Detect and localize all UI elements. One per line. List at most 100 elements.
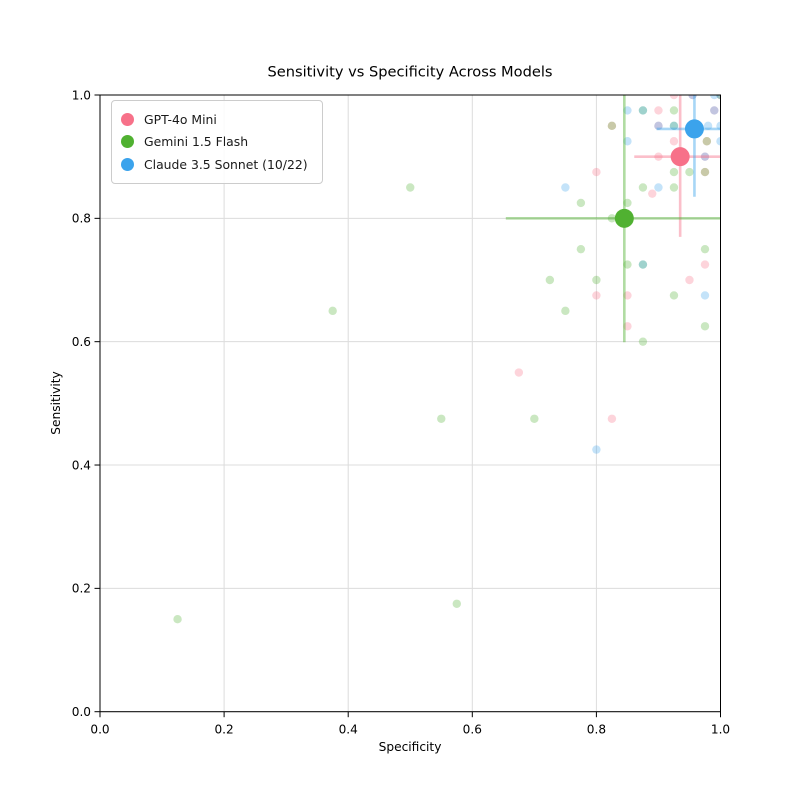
scatter-point [607,121,617,131]
legend-marker-icon [121,157,134,171]
scatter-point [638,183,648,192]
legend-label: GPT-4o Mini [144,111,217,127]
scatter-point [669,95,679,100]
scatter-point [702,137,712,146]
scatter-point [700,152,710,161]
scatter-point [607,214,617,223]
scatter-point [716,95,721,100]
scatter-point [638,260,648,269]
scatter-point [700,167,710,177]
scatter-point [654,183,663,192]
scatter-point [654,106,663,115]
scatter-point [545,275,555,285]
legend-marker-icon [121,135,134,149]
x-tick-label: 0.8 [587,723,606,737]
scatter-point [561,183,570,192]
scatter-point [669,137,679,146]
scatter-point [592,291,601,300]
scatter-point [623,106,632,115]
scatter-point [710,106,719,115]
scatter-point [700,322,710,331]
scatter-point [700,260,710,269]
scatter-point [700,167,710,177]
scatter-point [592,167,601,177]
scatter-point [638,260,648,269]
x-tick-label: 0.2 [214,723,233,737]
x-tick-label: 0.4 [339,723,359,737]
scatter-point [716,95,721,100]
scatter-point [669,106,679,115]
chart-title: Sensitivity vs Specificity Across Models [267,63,553,81]
legend-item-gpt4o-mini: GPT-4o Mini [121,108,308,131]
scatter-point [638,106,648,115]
scatter-point [654,152,663,161]
scatter-point [607,121,617,131]
scatter-point [592,275,601,285]
scatter-point [576,244,586,254]
legend-item-claude-sonnet: Claude 3.5 Sonnet (10/22) [121,153,308,176]
scatter-point [173,614,182,624]
axis-ticks: 0.0 0.2 0.4 0.6 0.8 1.0 0.0 0.2 0.4 0.6 0.8 1.0 [72,88,730,736]
scatter-point [561,306,570,316]
y-tick-label: 0.4 [72,458,92,472]
scatter-point [716,121,721,131]
mean-point [670,147,690,167]
scatter-point [685,167,694,177]
scatter-point [437,414,446,423]
x-tick-label: 0.6 [463,723,482,737]
x-tick-label: 0.0 [90,723,109,737]
legend-item-gemini-flash: Gemini 1.5 Flash [121,131,308,154]
legend-label: Claude 3.5 Sonnet (10/22) [144,156,308,172]
scatter-point [716,95,721,100]
scatter-point [654,121,663,131]
scatter-point [700,152,710,161]
scatter-point [669,167,679,177]
y-tick-label: 0.0 [72,705,91,719]
y-tick-label: 0.6 [72,335,91,349]
scatter-point [592,445,601,454]
scatter-point [685,275,694,285]
scatter-point [688,95,697,100]
scatter-point [406,183,415,192]
scatter-point [623,198,632,208]
scatter-point [654,121,663,131]
scatter-point [702,137,712,146]
scatter-point [710,106,719,115]
mean-point [684,119,704,139]
scatter-point [669,183,679,192]
x-axis-label: Specificity [378,740,442,754]
scatter-point [638,337,648,346]
scatter-point [648,189,657,198]
y-tick-label: 1.0 [72,88,91,102]
plot-border [99,94,721,713]
scatter-point [700,244,710,254]
scatter-point [688,95,697,100]
legend-marker-icon [121,112,134,126]
scatter-point [638,106,648,115]
scatter-point [623,260,632,269]
scatter-point [623,291,632,300]
data-points [173,95,721,624]
legend-label: Gemini 1.5 Flash [144,134,249,150]
scatter-point [530,414,539,423]
scatter-point [703,121,713,131]
y-tick-label: 0.8 [72,212,91,226]
mean-point [614,208,634,228]
legend: GPT-4o Mini Gemini 1.5 Flash Claude 3.5 … [111,100,323,184]
x-tick-label: 1.0 [711,723,730,737]
scatter-point [514,368,524,377]
scatter-point [607,414,617,423]
scatter-point [669,121,679,131]
scatter-point [700,291,710,300]
scatter-point [576,198,586,208]
y-tick-label: 0.2 [72,582,91,596]
scatter-point [669,121,679,131]
scatter-point [328,306,337,316]
y-axis-label: Sensitivity [49,371,63,435]
scatter-point [623,137,632,146]
scatter-point [710,95,719,100]
scatter-point [716,137,721,146]
scatter-point [669,291,679,300]
